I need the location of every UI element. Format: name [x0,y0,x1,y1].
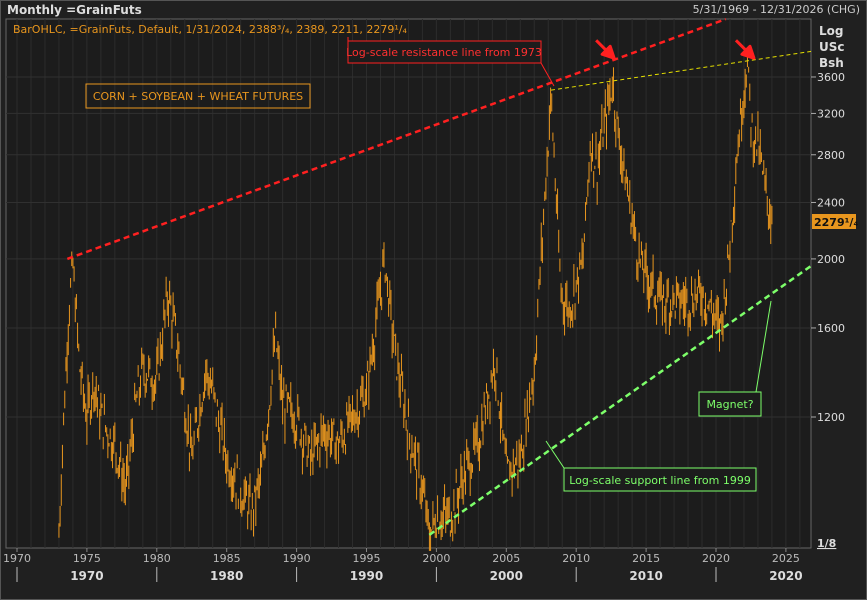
axis-unit-usc: USc [819,40,845,54]
x-tick-label: 2010 [562,552,590,565]
y-tick-label: 1200 [817,411,845,424]
title-box: CORN + SOYBEAN + WHEAT FUTURES [85,83,311,109]
x-tick-label: 2005 [492,552,520,565]
decade-label: 1990 [350,569,383,583]
decade-label: 1980 [210,569,243,583]
y-tick-label: 3200 [817,107,845,120]
resistance-label-box: Log-scale resistance line from 1973 [346,37,555,87]
resistance-line [66,17,727,261]
svg-text:2279¹/₄: 2279¹/₄ [814,216,858,229]
x-tick-label: 1980 [143,552,171,565]
svg-text:CORN + SOYBEAN + WHEAT FUTURES: CORN + SOYBEAN + WHEAT FUTURES [93,90,303,103]
svg-text:Log-scale resistance line from: Log-scale resistance line from 1973 [346,46,542,59]
axis-unit-log: Log [819,24,843,38]
x-tick-label: 1985 [213,552,241,565]
decade-label: 1970 [70,569,103,583]
y-tick-label: 3600 [817,71,845,84]
ohlc-legend: BarOHLC, =GrainFuts, Default, 1/31/2024,… [13,23,407,36]
y-tick-label: 2400 [817,196,845,209]
x-tick-label: 2000 [422,552,450,565]
svg-text:Log-scale support line from 19: Log-scale support line from 1999 [569,474,751,487]
x-tick-label: 2020 [702,552,730,565]
decade-label: 2010 [629,569,662,583]
support-label-box: Log-scale support line from 1999 [545,440,757,492]
chart-title: Monthly =GrainFuts [7,3,142,17]
support-line [428,264,812,536]
decade-label: 2020 [769,569,802,583]
channel-line [550,50,812,91]
red-arrow-icon [595,39,616,60]
x-tick-label: 1970 [3,552,31,565]
y-tick-label: 2800 [817,149,845,162]
y-tick-label: 1600 [817,322,845,335]
x-tick-label: 1995 [353,552,381,565]
x-tick-label: 2015 [632,552,660,565]
magnet-label-box: Magnet? [698,300,772,417]
scale-corner[interactable]: 1/8 [817,537,836,550]
decade-label: 2000 [490,569,523,583]
axis-unit-bsh: Bsh [819,56,844,70]
last-price-tag: 2279¹/₄ [812,214,858,229]
y-tick-label: 2000 [817,253,845,266]
svg-text:Magnet?: Magnet? [706,398,753,411]
date-range[interactable]: 5/31/1969 - 12/31/2026 (CHG) [692,3,860,16]
x-tick-label: 1975 [73,552,101,565]
x-tick-label: 2025 [772,552,800,565]
x-tick-label: 1990 [283,552,311,565]
red-arrow-icon [734,39,756,60]
